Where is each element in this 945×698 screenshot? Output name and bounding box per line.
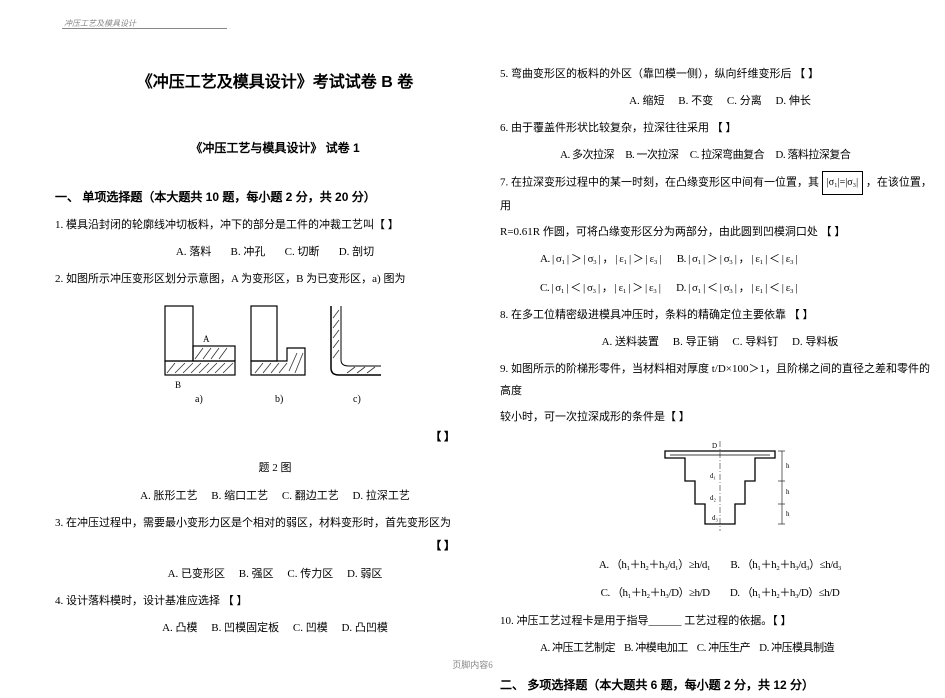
q9-opt-d: D. （h₁＋h₂＋h₃/D）≤h/D — [730, 587, 840, 599]
q2-opt-b: B. 缩口工艺 — [211, 490, 268, 502]
question-7: 7. 在拉深变形过程中的某一时刻，在凸缘变形区中间有一位置，其 |σ₁|=|σ₃… — [500, 171, 940, 217]
question-1: 1. 模具沿封闭的轮廓线冲切板料，冲下的部分是工件的冲裁工艺叫【 】 — [55, 214, 495, 236]
question-2-options: A. 胀形工艺 B. 缩口工艺 C. 翻边工艺 D. 拉深工艺 — [55, 484, 495, 508]
header-underline — [62, 28, 227, 29]
svg-text:h₁: h₁ — [786, 462, 790, 470]
q4-opt-d: D. 凸凹模 — [341, 622, 387, 634]
svg-text:d₃: d₃ — [712, 514, 719, 522]
q4-opt-a: A. 凸模 — [162, 622, 197, 634]
q7-opt-b: B. | σ₁ | ＞ | σ₃ | ， | ε₁ | ＜ | ε₃ | — [677, 253, 797, 265]
q2-opt-c: C. 翻边工艺 — [282, 490, 339, 502]
q1-opt-d: D. 剖切 — [339, 246, 374, 258]
question-9-options-cd: C. （h₁＋h₂＋h₃/D）≥h/D D. （h₁＋h₂＋h₃/D）≤h/D — [500, 581, 940, 605]
question-3-options: A. 已变形区 B. 强区 C. 传力区 D. 弱区 — [55, 562, 495, 586]
question-7-line2: R=0.61R 作圆，可将凸缘变形区分为两部分，由此圆到凹模洞口处 【 】 — [500, 221, 940, 243]
q3-opt-c: C. 传力区 — [287, 568, 333, 580]
figure-q9: h₁ h₂ h₃ D d₁ d₂ d₃ — [500, 436, 940, 545]
svg-text:c): c) — [353, 394, 361, 405]
q3-opt-a: A. 已变形区 — [168, 568, 225, 580]
q5-opt-a: A. 缩短 — [629, 95, 664, 107]
q3-bracket: 【 】 — [55, 534, 495, 558]
question-6-options: A. 多次拉深 B. 一次拉深 C. 拉深弯曲复合 D. 落料拉深复合 — [500, 143, 940, 167]
q2-bracket: 【 】 — [55, 425, 495, 449]
q10-opt-b: B. 冲模电加工 — [624, 642, 688, 654]
q7-text1: 7. 在拉深变形过程中的某一时刻，在凸缘变形区中间有一位置，其 — [500, 177, 819, 189]
question-4: 4. 设计落料模时，设计基准应选择 【 】 — [55, 590, 495, 612]
question-5-options: A. 缩短 B. 不变 C. 分离 D. 伸长 — [500, 89, 940, 113]
q9-opt-c: C. （h₁＋h₂＋h₃/D）≥h/D — [601, 587, 710, 599]
main-title: 《冲压工艺及模具设计》考试试卷 B 卷 — [55, 65, 495, 100]
q10-opt-d: D. 冲压模具制造 — [759, 642, 834, 654]
q6-opt-a: A. 多次拉深 — [560, 149, 614, 161]
sub-title: 《冲压工艺与模具设计》 试卷 1 — [55, 135, 495, 161]
q1-opt-c: C. 切断 — [285, 246, 320, 258]
question-9-line2: 较小时，可一次拉深成形的条件是【 】 — [500, 406, 940, 428]
question-3: 3. 在冲压过程中，需要最小变形力区是个相对的弱区，材料变形时，首先变形区为 — [55, 512, 495, 534]
q1-opt-b: B. 冲孔 — [231, 246, 266, 258]
question-1-options: A. 落料 B. 冲孔 C. 切断 D. 剖切 — [55, 240, 495, 264]
q3-opt-d: D. 弱区 — [347, 568, 382, 580]
q9-opt-a: A. （h₁＋h₂＋h₃/d₁）≥h/d₁ — [599, 559, 710, 571]
q1-opt-a: A. 落料 — [176, 246, 211, 258]
question-5: 5. 弯曲变形区的板料的外区（靠凹模一侧），纵向纤维变形后 【 】 — [500, 63, 940, 85]
question-9-options-ab: A. （h₁＋h₂＋h₃/d₁）≥h/d₁ B. （h₁＋h₂＋h₃/d₃）≤h… — [500, 553, 940, 577]
section-1-title: 一、 单项选择题（本大题共 10 题，每小题 2 分，共 20 分） — [55, 184, 495, 210]
q2-opt-d: D. 拉深工艺 — [352, 490, 409, 502]
q8-opt-a: A. 送料装置 — [602, 336, 659, 348]
question-2: 2. 如图所示冲压变形区划分示意图，A 为变形区，B 为已变形区，a) 图为 — [55, 268, 495, 290]
svg-text:d₂: d₂ — [710, 494, 717, 502]
q10-opt-c: C. 冲压生产 — [697, 642, 750, 654]
q8-opt-c: C. 导料钉 — [732, 336, 778, 348]
q6-opt-b: B. 一次拉深 — [625, 149, 678, 161]
q7-opt-d: D. | σ₁ | ＜ | σ₃ | ， | ε₁ | ＜ | ε₃ | — [676, 282, 797, 294]
svg-text:a): a) — [195, 394, 203, 405]
q9-opt-b: B. （h₁＋h₂＋h₃/d₃）≤h/d₃ — [730, 559, 841, 571]
question-4-options: A. 凸模 B. 凹模固定板 C. 凹模 D. 凸凹模 — [55, 616, 495, 640]
svg-text:d₁: d₁ — [710, 472, 716, 480]
q5-opt-c: C. 分离 — [727, 95, 762, 107]
q5-opt-b: B. 不变 — [678, 95, 713, 107]
figure-q2-caption: 题 2 图 — [55, 456, 495, 480]
left-column: 《冲压工艺及模具设计》考试试卷 B 卷 《冲压工艺与模具设计》 试卷 1 一、 … — [55, 45, 495, 640]
q4-opt-b: B. 凹模固定板 — [211, 622, 279, 634]
q3-opt-b: B. 强区 — [239, 568, 274, 580]
right-column: 5. 弯曲变形区的板料的外区（靠凹模一侧），纵向纤维变形后 【 】 A. 缩短 … — [500, 45, 940, 698]
svg-text:D: D — [712, 442, 717, 450]
q7-opt-c: C. | σ₁ | ＜ | σ₃ | ， | ε₁ | ＞ | ε₃ | — [540, 282, 660, 294]
question-6: 6. 由于覆盖件形状比较复杂，拉深往往采用 【 】 — [500, 117, 940, 139]
svg-text:b): b) — [275, 394, 283, 405]
q6-opt-d: D. 落料拉深复合 — [775, 149, 850, 161]
question-9-line1: 9. 如图所示的阶梯形零件，当材料相对厚度 t/D×100＞1，且阶梯之间的直径… — [500, 358, 940, 402]
q7-formula: |σ₁|=|σ₃| — [822, 171, 863, 195]
q4-opt-c: C. 凹模 — [293, 622, 328, 634]
figure-q2: A B a) b) — [55, 298, 495, 417]
q8-opt-d: D. 导料板 — [792, 336, 838, 348]
q2-opt-a: A. 胀形工艺 — [140, 490, 197, 502]
question-7-options-ab: A. | σ₁ | ＞ | σ₃ | ， | ε₁ | ＞ | ε₃ | B. … — [500, 247, 940, 271]
q8-opt-b: B. 导正销 — [673, 336, 719, 348]
q5-opt-d: D. 伸长 — [775, 95, 810, 107]
q7-opt-a: A. | σ₁ | ＞ | σ₃ | ， | ε₁ | ＞ | ε₃ | — [540, 253, 661, 265]
question-8: 8. 在多工位精密级进模具冲压时，条料的精确定位主要依靠 【 】 — [500, 304, 940, 326]
question-7-options-cd: C. | σ₁ | ＜ | σ₃ | ， | ε₁ | ＞ | ε₃ | D. … — [500, 276, 940, 300]
svg-text:h₂: h₂ — [786, 488, 790, 496]
question-10-options: A. 冲压工艺制定 B. 冲模电加工 C. 冲压生产 D. 冲压模具制造 — [500, 636, 940, 660]
section-2-title: 二、 多项选择题（本大题共 6 题，每小题 2 分，共 12 分） — [500, 672, 940, 698]
q6-opt-c: C. 拉深弯曲复合 — [690, 149, 764, 161]
question-8-options: A. 送料装置 B. 导正销 C. 导料钉 D. 导料板 — [500, 330, 940, 354]
svg-text:h₃: h₃ — [786, 510, 790, 518]
question-10: 10. 冲压工艺过程卡是用于指导______ 工艺过程的依据。【 】 — [500, 610, 940, 632]
page-footer: 页脚内容6 — [0, 658, 945, 671]
svg-text:B: B — [175, 380, 181, 390]
q10-opt-a: A. 冲压工艺制定 — [540, 642, 615, 654]
svg-text:A: A — [203, 334, 210, 344]
